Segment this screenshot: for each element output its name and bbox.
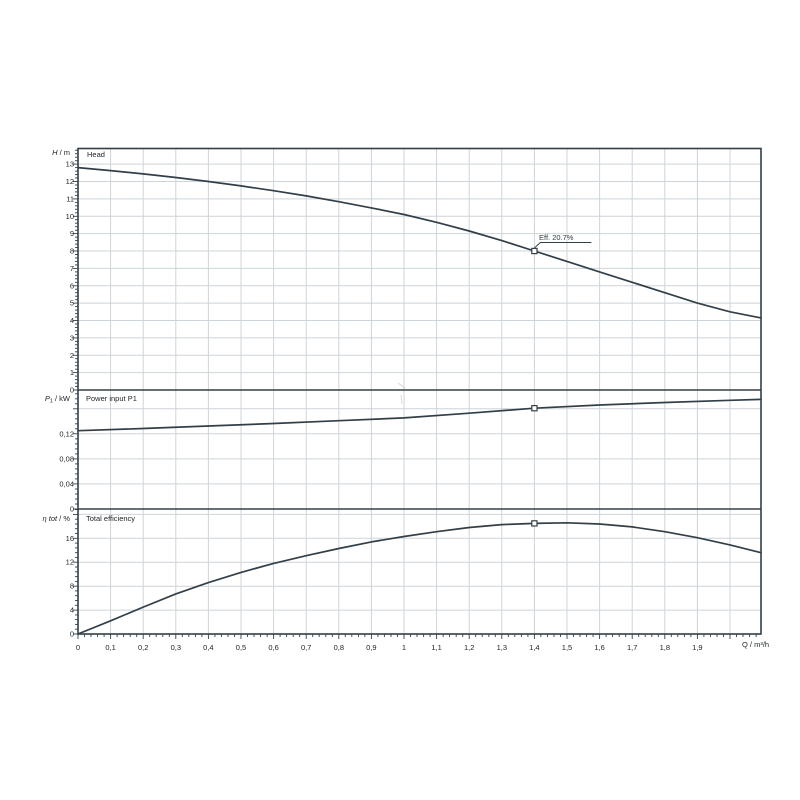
duty-point-marker-power	[531, 405, 538, 412]
svg-text:3: 3	[70, 333, 74, 342]
svg-text:0,4: 0,4	[203, 643, 213, 652]
power-axis-symbol: P	[44, 394, 50, 403]
svg-text:12: 12	[66, 177, 74, 186]
svg-text:1,3: 1,3	[497, 643, 507, 652]
svg-text:4: 4	[70, 606, 74, 615]
svg-text:1: 1	[402, 643, 406, 652]
svg-text:0,6: 0,6	[268, 643, 278, 652]
duty-point-marker-head	[531, 247, 538, 255]
svg-text:1,8: 1,8	[660, 643, 670, 652]
head-axis-unit: / m	[57, 148, 70, 157]
svg-text:1,7: 1,7	[627, 643, 637, 652]
power-axis-unit: / kW	[52, 394, 70, 403]
svg-text:0,5: 0,5	[236, 643, 246, 652]
curve-efficiency	[77, 521, 762, 635]
svg-text:0,1: 0,1	[105, 643, 115, 652]
svg-text:1: 1	[70, 368, 74, 377]
svg-text:2: 2	[70, 351, 74, 360]
svg-text:0,04: 0,04	[59, 479, 74, 488]
svg-text:6: 6	[70, 281, 74, 290]
duty-point-marker-efficiency	[531, 520, 538, 527]
curve-head	[77, 166, 762, 319]
svg-text:7: 7	[70, 264, 74, 273]
svg-text:0,3: 0,3	[171, 643, 181, 652]
svg-text:9: 9	[70, 229, 74, 238]
svg-text:1,6: 1,6	[594, 643, 604, 652]
svg-text:13: 13	[66, 160, 74, 169]
svg-text:0: 0	[70, 386, 74, 395]
svg-text:0: 0	[70, 630, 74, 639]
svg-text:0,12: 0,12	[59, 429, 74, 438]
svg-text:5: 5	[70, 299, 74, 308]
svg-text:8: 8	[70, 582, 74, 591]
svg-text:0: 0	[70, 505, 74, 514]
y-axis-label-power: P1 / kW	[14, 394, 70, 405]
curve-power	[77, 398, 762, 432]
duty-point-eff-annotation: Eff. 20.7%	[539, 233, 574, 242]
svg-text:0,2: 0,2	[138, 643, 148, 652]
efficiency-axis-symbol: η tot	[42, 514, 58, 523]
head-axis-symbol: H	[52, 148, 58, 157]
panel-title-head: Head	[87, 150, 105, 159]
panel-title-efficiency: Total efficiency	[86, 514, 136, 523]
svg-text:0,7: 0,7	[301, 643, 311, 652]
svg-text:1,1: 1,1	[431, 643, 441, 652]
svg-text:12: 12	[66, 558, 74, 567]
x-axis-label: Q / m³/h	[742, 640, 770, 649]
svg-text:4: 4	[70, 316, 74, 325]
svg-text:11: 11	[66, 194, 74, 203]
svg-text:16: 16	[66, 534, 74, 543]
annotation-leader-line	[534, 242, 592, 249]
svg-text:0,9: 0,9	[366, 643, 376, 652]
svg-text:1,4: 1,4	[529, 643, 539, 652]
svg-text:0: 0	[76, 643, 80, 652]
power-axis-subscript: 1	[49, 398, 53, 405]
watermark-artifact	[397, 382, 406, 405]
y-axis-label-efficiency: η tot / %	[12, 514, 70, 523]
panel-title-power: Power input P1	[86, 394, 137, 403]
svg-text:10: 10	[66, 212, 74, 221]
svg-text:0,08: 0,08	[59, 454, 74, 463]
svg-text:1,2: 1,2	[464, 643, 474, 652]
svg-text:1,9: 1,9	[692, 643, 702, 652]
efficiency-axis-unit: / %	[57, 514, 70, 523]
y-axis-label-head: H / m	[20, 148, 70, 157]
svg-text:1,5: 1,5	[562, 643, 572, 652]
svg-text:8: 8	[70, 247, 74, 256]
svg-text:0,8: 0,8	[334, 643, 344, 652]
